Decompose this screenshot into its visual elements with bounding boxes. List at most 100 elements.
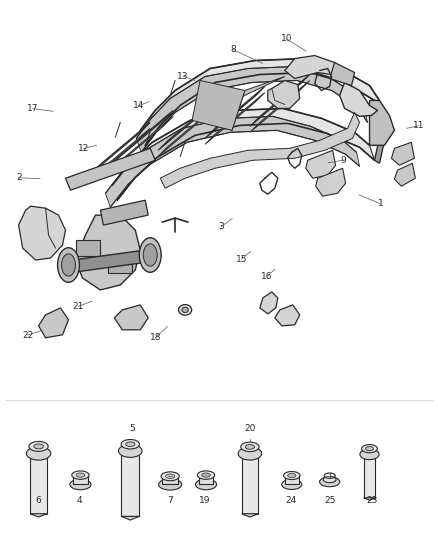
Text: 6: 6 xyxy=(35,496,41,505)
Polygon shape xyxy=(136,67,367,152)
Bar xyxy=(73,475,88,484)
Ellipse shape xyxy=(241,442,259,451)
Polygon shape xyxy=(192,80,245,131)
Bar xyxy=(364,458,375,498)
Polygon shape xyxy=(339,83,378,116)
Ellipse shape xyxy=(282,480,302,489)
Polygon shape xyxy=(113,110,173,162)
Text: 22: 22 xyxy=(22,330,33,340)
Ellipse shape xyxy=(139,238,161,272)
Text: 1: 1 xyxy=(378,199,383,208)
Ellipse shape xyxy=(166,474,175,479)
Ellipse shape xyxy=(288,473,296,478)
Polygon shape xyxy=(72,250,148,272)
Ellipse shape xyxy=(320,477,340,487)
Polygon shape xyxy=(121,516,139,520)
Polygon shape xyxy=(113,116,173,168)
Ellipse shape xyxy=(161,472,179,481)
Polygon shape xyxy=(140,59,385,146)
Polygon shape xyxy=(108,257,132,273)
Text: 19: 19 xyxy=(199,496,211,505)
Ellipse shape xyxy=(72,471,89,479)
Bar xyxy=(199,475,213,484)
Text: 13: 13 xyxy=(177,71,189,80)
Text: 2: 2 xyxy=(16,173,22,182)
Text: 18: 18 xyxy=(150,333,162,342)
Text: 9: 9 xyxy=(341,156,346,165)
Polygon shape xyxy=(260,292,278,314)
Polygon shape xyxy=(39,308,68,338)
Polygon shape xyxy=(306,150,336,178)
Ellipse shape xyxy=(57,248,79,282)
Ellipse shape xyxy=(70,479,91,490)
Text: 25: 25 xyxy=(325,496,336,505)
Polygon shape xyxy=(374,116,389,163)
Polygon shape xyxy=(100,200,148,225)
Ellipse shape xyxy=(182,307,188,312)
Ellipse shape xyxy=(119,445,142,457)
Bar xyxy=(30,458,47,514)
Bar xyxy=(285,475,299,484)
Ellipse shape xyxy=(34,444,43,449)
Ellipse shape xyxy=(245,445,254,449)
Polygon shape xyxy=(205,86,265,139)
Polygon shape xyxy=(158,104,218,156)
Text: 14: 14 xyxy=(133,101,144,110)
Polygon shape xyxy=(66,148,155,190)
Ellipse shape xyxy=(360,449,379,459)
Polygon shape xyxy=(330,62,355,85)
Polygon shape xyxy=(392,142,414,165)
Polygon shape xyxy=(250,75,310,126)
Polygon shape xyxy=(19,206,66,260)
Polygon shape xyxy=(275,305,300,326)
Text: 12: 12 xyxy=(78,144,89,153)
Polygon shape xyxy=(75,215,140,290)
Polygon shape xyxy=(370,100,395,146)
Bar xyxy=(162,477,178,484)
Ellipse shape xyxy=(179,304,192,315)
Ellipse shape xyxy=(29,441,48,451)
Text: 24: 24 xyxy=(286,496,297,505)
Polygon shape xyxy=(395,163,415,186)
Text: 20: 20 xyxy=(245,424,256,433)
Text: 10: 10 xyxy=(281,35,293,44)
Polygon shape xyxy=(285,55,338,78)
Bar xyxy=(242,458,258,514)
Ellipse shape xyxy=(366,447,374,450)
Polygon shape xyxy=(160,112,360,188)
Polygon shape xyxy=(250,80,310,132)
Ellipse shape xyxy=(198,471,215,479)
Text: 7: 7 xyxy=(167,496,173,505)
Text: 23: 23 xyxy=(366,496,378,505)
Polygon shape xyxy=(316,168,346,196)
Ellipse shape xyxy=(126,442,135,447)
Polygon shape xyxy=(90,123,150,174)
Text: 3: 3 xyxy=(218,222,224,231)
Ellipse shape xyxy=(323,477,336,483)
Polygon shape xyxy=(90,128,150,180)
Ellipse shape xyxy=(324,473,335,478)
Polygon shape xyxy=(364,498,375,500)
Polygon shape xyxy=(268,80,300,108)
Bar xyxy=(121,455,139,516)
Text: 11: 11 xyxy=(413,121,425,130)
Text: 4: 4 xyxy=(77,496,82,505)
Text: 16: 16 xyxy=(261,272,273,281)
Polygon shape xyxy=(205,92,265,144)
Ellipse shape xyxy=(362,445,378,453)
Ellipse shape xyxy=(159,479,182,490)
Ellipse shape xyxy=(76,473,85,477)
Text: 15: 15 xyxy=(236,255,247,263)
Polygon shape xyxy=(106,116,360,207)
Ellipse shape xyxy=(238,447,261,460)
Polygon shape xyxy=(114,305,148,330)
Text: 5: 5 xyxy=(129,424,134,433)
Ellipse shape xyxy=(61,254,75,276)
Text: 21: 21 xyxy=(73,302,84,311)
Polygon shape xyxy=(158,99,218,150)
Ellipse shape xyxy=(26,447,51,460)
Text: 8: 8 xyxy=(230,45,236,54)
Polygon shape xyxy=(30,514,47,517)
Text: 17: 17 xyxy=(27,104,38,113)
Ellipse shape xyxy=(202,473,210,477)
